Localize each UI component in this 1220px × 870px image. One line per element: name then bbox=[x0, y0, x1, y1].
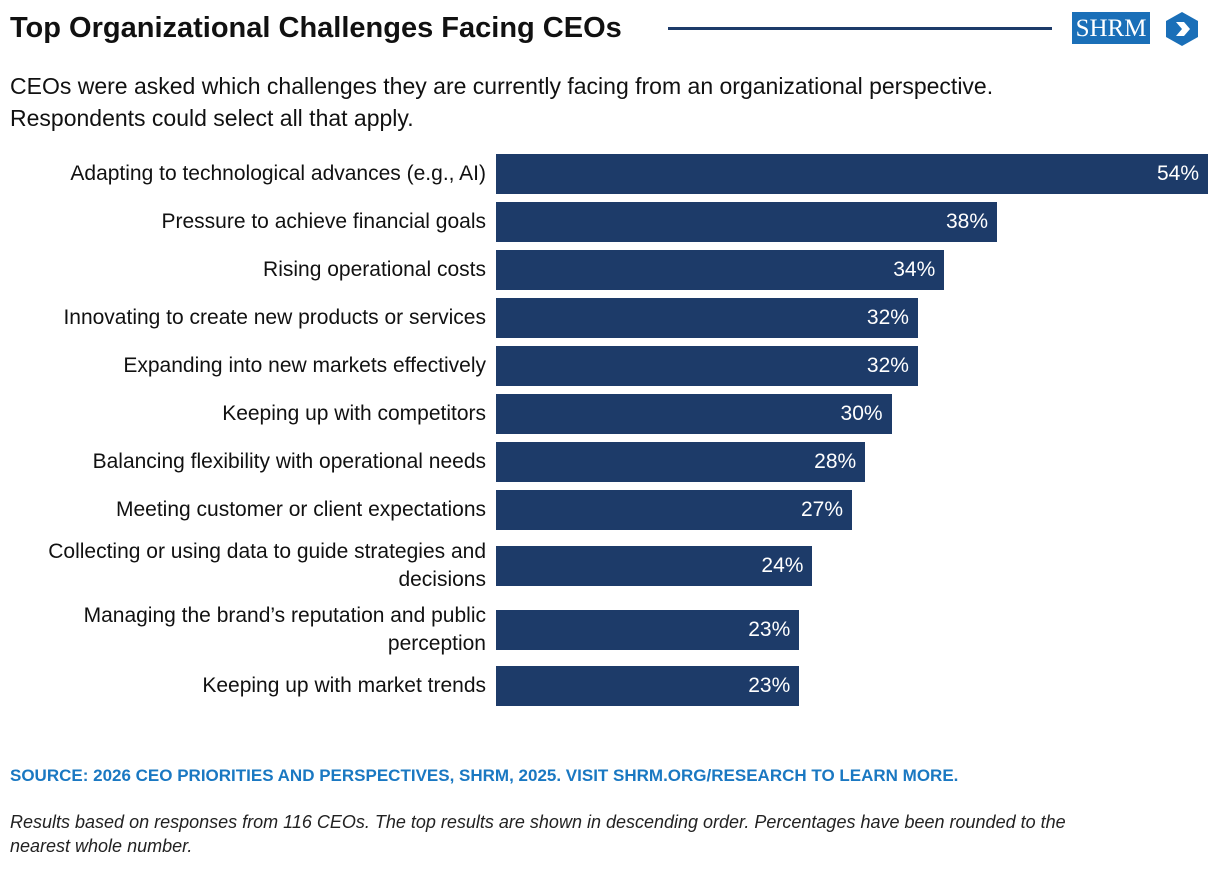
bar: 54% bbox=[496, 154, 1208, 194]
bar-row: Pressure to achieve financial goals 38% bbox=[10, 202, 1220, 242]
chart-title: Top Organizational Challenges Facing CEO… bbox=[10, 12, 622, 44]
value-label: 24% bbox=[761, 554, 804, 577]
value-label: 30% bbox=[840, 402, 883, 425]
bar-row: Managing the brand’s reputation and publ… bbox=[10, 602, 1220, 658]
bar: 27% bbox=[496, 490, 852, 530]
bar-row: Keeping up with market trends 23% bbox=[10, 666, 1220, 706]
category-label: Keeping up with competitors bbox=[222, 402, 486, 425]
subtitle-line: CEOs were asked which challenges they ar… bbox=[10, 73, 994, 99]
value-label: 32% bbox=[866, 306, 909, 329]
value-label: 38% bbox=[946, 210, 989, 233]
bar: 38% bbox=[496, 202, 998, 242]
bar-row: Balancing flexibility with operational n… bbox=[10, 442, 1220, 482]
category-label: Rising operational costs bbox=[263, 258, 486, 281]
category-label: Adapting to technological advances (e.g.… bbox=[70, 162, 486, 185]
logo-text: SHRM bbox=[1076, 15, 1147, 42]
value-label: 54% bbox=[1156, 162, 1199, 185]
value-label: 28% bbox=[814, 450, 857, 473]
value-label: 34% bbox=[893, 258, 936, 281]
category-label: Innovating to create new products or ser… bbox=[63, 306, 486, 329]
category-label: Collecting or using data to guide strate… bbox=[48, 540, 486, 591]
bar: 30% bbox=[496, 394, 892, 434]
logo-icon-chevron bbox=[1176, 22, 1190, 36]
value-label: 23% bbox=[748, 674, 791, 697]
logo-box bbox=[1072, 12, 1150, 44]
category-label: Expanding into new markets effectively bbox=[123, 354, 486, 377]
note-line: nearest whole number. bbox=[10, 836, 193, 856]
value-label: 23% bbox=[748, 618, 791, 641]
category-label: Managing the brand’s reputation and publ… bbox=[83, 604, 486, 655]
source: SOURCE: 2026 CEO PRIORITIES AND PERSPECT… bbox=[10, 766, 959, 785]
category-label: Meeting customer or client expectations bbox=[115, 498, 486, 521]
bar-row: Collecting or using data to guide strate… bbox=[10, 538, 1220, 594]
bar-row: Expanding into new markets effectively 32… bbox=[10, 346, 1220, 386]
title-rule bbox=[668, 27, 1052, 30]
category-label: Pressure to achieve financial goals bbox=[161, 210, 486, 233]
value-label: 32% bbox=[866, 354, 909, 377]
note: Results based on responses from 116 CEOs… bbox=[10, 810, 1066, 858]
bar: 23% bbox=[496, 666, 800, 706]
bar: 32% bbox=[496, 298, 918, 338]
bar: 28% bbox=[496, 442, 866, 482]
bar: 24% bbox=[496, 546, 813, 586]
bar-row: Adapting to technological advances (e.g.… bbox=[10, 154, 1220, 194]
bar-row: Innovating to create new products or ser… bbox=[10, 298, 1220, 338]
subtitle: CEOs were asked which challenges they ar… bbox=[10, 70, 993, 134]
category-label: Keeping up with market trends bbox=[202, 674, 486, 697]
bar: 34% bbox=[496, 250, 945, 290]
subtitle-line: Respondents could select all that apply. bbox=[10, 105, 414, 131]
logo: SHRM bbox=[1072, 12, 1198, 46]
bar: 23% bbox=[496, 610, 800, 650]
bar-row: Rising operational costs 34% bbox=[10, 250, 1220, 290]
bar-row: Keeping up with competitors 30% bbox=[10, 394, 1220, 434]
bar-chart: Adapting to technological advances (e.g.… bbox=[10, 154, 1220, 706]
category-label: Balancing flexibility with operational n… bbox=[92, 450, 486, 473]
value-label: 27% bbox=[800, 498, 843, 521]
bar: 32% bbox=[496, 346, 918, 386]
bar-row: Meeting customer or client expectations 2… bbox=[10, 490, 1220, 530]
note-line: Results based on responses from 116 CEOs… bbox=[10, 812, 1066, 832]
